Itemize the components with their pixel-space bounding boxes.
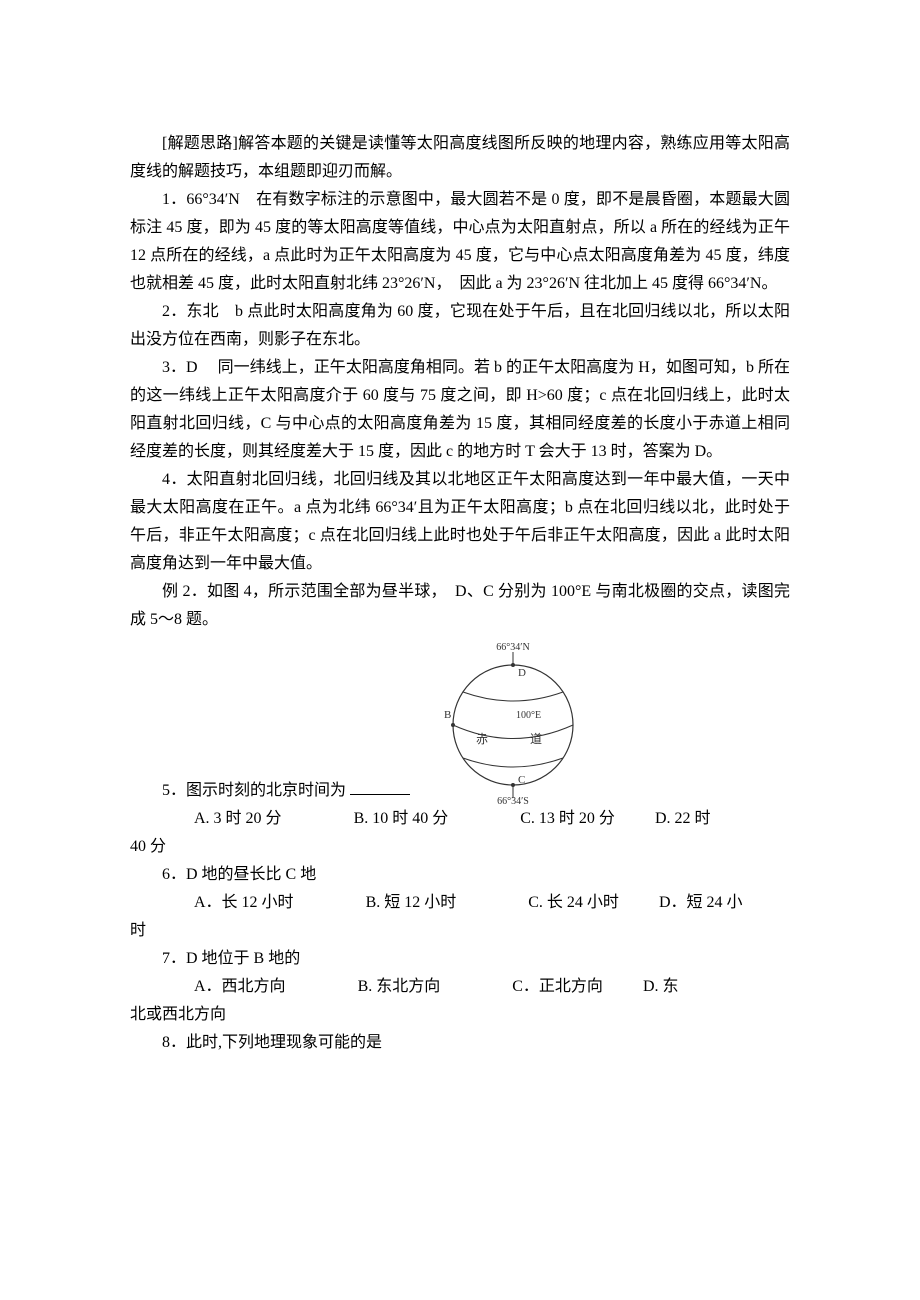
q7-opt-d-pre: D. 东 [643, 978, 679, 995]
q7-opt-b: B. 东北方向 [326, 973, 441, 1001]
q6-opt-b: B. 短 12 小时 [334, 889, 457, 917]
blank-underline [350, 794, 410, 795]
q5-opt-d-tail: 40 分 [130, 833, 790, 861]
example-2-intro: 例 2．如图 4，所示范围全部为昼半球， D、C 分别为 100°E 与南北极圈… [130, 578, 790, 634]
question-5-options: A. 3 时 20 分 B. 10 时 40 分 C. 13 时 20 分 D.… [130, 805, 790, 833]
label-n: 66°34′N [496, 642, 529, 653]
answer-3-paragraph: 3．D 同一纬线上，正午太阳高度角相同。若 b 的正午太阳高度为 H，如图可知，… [130, 354, 790, 466]
label-b: B [444, 709, 451, 721]
question-8-stem: 8．此时,下列地理现象可能的是 [130, 1029, 790, 1057]
q7-opt-a: A．西北方向 [162, 973, 286, 1001]
label-d: D [518, 667, 526, 679]
figure-4-block: 5．图示时刻的北京时间为 66°34′N 66°34′S D C B 100°E… [130, 640, 790, 805]
q5-opt-b: B. 10 时 40 分 [322, 805, 449, 833]
document-page: [解题思路]解答本题的关键是读懂等太阳高度线图所反映的地理内容，熟练应用等太阳高… [0, 0, 920, 1300]
q6-opt-d-tail: 时 [130, 917, 790, 945]
question-7-stem: 7．D 地位于 B 地的 [130, 945, 790, 973]
q7-opt-d-tail: 北或西北方向 [130, 1001, 790, 1029]
q6-opt-d-pre: D．短 24 小 [659, 894, 743, 911]
answer-1-paragraph: 1．66°34′N 在有数字标注的示意图中，最大圆若不是 0 度，即不是晨昏圈，… [130, 186, 790, 298]
question-6-stem: 6．D 地的昼长比 C 地 [130, 861, 790, 889]
q5-opt-a: A. 3 时 20 分 [162, 805, 282, 833]
q5-opt-c: C. 13 时 20 分 [488, 805, 615, 833]
label-center: 100°E [516, 710, 541, 721]
globe-icon: 66°34′N 66°34′S D C B 100°E 赤 道 [418, 640, 608, 805]
question-5-stem: 5．图示时刻的北京时间为 [162, 782, 346, 799]
q6-opt-a: A．长 12 小时 [162, 889, 294, 917]
label-eq-left: 赤 [476, 732, 488, 746]
q6-opt-c: C. 长 24 小时 [496, 889, 619, 917]
question-7-options: A．西北方向 B. 东北方向 C．正北方向 D. 东 [130, 973, 790, 1001]
label-c: C [518, 774, 525, 786]
q7-opt-c: C．正北方向 [480, 973, 603, 1001]
q5-opt-d-pre: D. 22 时 [655, 810, 711, 827]
answer-2-paragraph: 2．东北 b 点此时太阳高度角为 60 度，它现在处于午后，且在北回归线以北，所… [130, 298, 790, 354]
intro-paragraph: [解题思路]解答本题的关键是读懂等太阳高度线图所反映的地理内容，熟练应用等太阳高… [130, 130, 790, 186]
question-6-options: A．长 12 小时 B. 短 12 小时 C. 长 24 小时 D．短 24 小 [130, 889, 790, 917]
question-5-stem-inline: 5．图示时刻的北京时间为 [130, 777, 410, 805]
label-eq-right: 道 [530, 732, 542, 746]
answer-4-paragraph: 4．太阳直射北回归线，北回归线及其以北地区正午太阳高度达到一年中最大值，一天中最… [130, 466, 790, 578]
label-s: 66°34′S [497, 796, 529, 805]
